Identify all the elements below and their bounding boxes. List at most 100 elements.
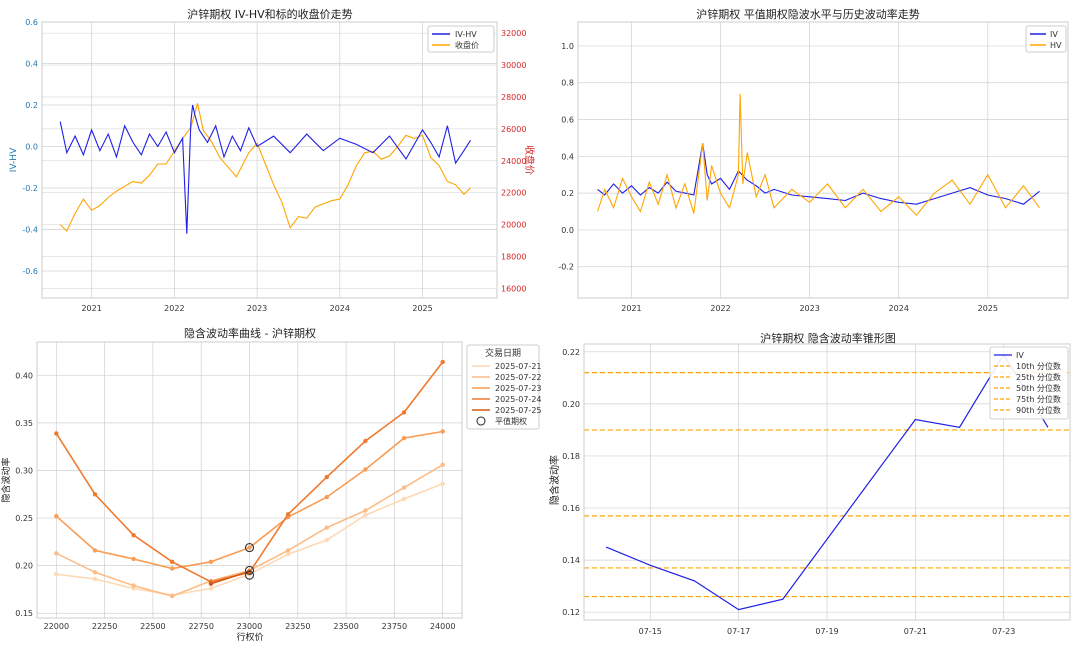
legend-label: 平值期权: [495, 416, 527, 426]
y-tick-label: 0.16: [562, 504, 580, 513]
y-tick-label: 0.6: [561, 116, 574, 125]
y-tick-label: 0.15: [15, 609, 33, 618]
y2-tick-label: 18000: [501, 253, 526, 262]
y-tick-label: 0.4: [561, 152, 574, 161]
chart1-y2label: 收盘价: [523, 145, 536, 175]
series-iv-line: [597, 143, 1040, 205]
series-line-2025-07-25: [210, 570, 250, 585]
chart-vol-smile: 隐含波动率曲线 - 沪锌期权 行权价 隐含波动率 22000 22250 22500…: [0, 326, 542, 643]
data-point: [170, 559, 175, 564]
y-tick-label: 0.35: [15, 419, 33, 428]
data-point: [285, 548, 291, 553]
data-point: [363, 513, 368, 518]
atm-marker: [244, 565, 255, 575]
legend-label: 75th 分位数: [1016, 394, 1061, 404]
legend-label: 25th 分位数: [1016, 372, 1061, 382]
chart3-xlabel: 行权价: [236, 631, 263, 643]
y-tick-label: 0.6: [25, 18, 38, 27]
data-point: [363, 438, 368, 444]
y-tick-label: 0.4: [25, 60, 38, 69]
y2-tick-label: 24000: [501, 157, 526, 166]
y-tick-label: 0.30: [15, 466, 33, 475]
x-tick-label: 07-21: [904, 627, 927, 636]
series-ivhv-line: [59, 104, 471, 234]
data-point: [131, 533, 136, 538]
legend-label: HV: [1050, 41, 1062, 50]
x-tick-label: 2023: [247, 304, 267, 313]
data-point: [401, 410, 407, 415]
data-point: [363, 508, 368, 513]
x-tick-label: 07-17: [727, 627, 750, 636]
y-tick-label: 0.2: [25, 101, 38, 110]
x-tick-label: 22500: [140, 622, 165, 631]
legend-label: 2025-07-21: [495, 362, 542, 371]
y-tick-label: -0.2: [558, 263, 574, 272]
data-point: [401, 485, 407, 490]
x-tick-label: 2024: [330, 304, 350, 313]
atm-marker: [244, 543, 255, 553]
y-tick-label: 0.25: [15, 514, 33, 523]
y-tick-label: 0.14: [562, 556, 580, 565]
chart-vol-cone: 沪锌期权 隐含波动率锥形图 隐含波动率 07-15 07-17 07-19 07-21…: [548, 331, 1071, 636]
legend-label: 2025-07-24: [495, 395, 542, 404]
y-tick-label: 0.22: [562, 348, 580, 357]
x-tick-label: 22000: [44, 622, 69, 631]
x-tick-label: 24000: [430, 622, 455, 631]
data-point: [440, 481, 445, 486]
x-tick-label: 2025: [978, 304, 998, 313]
y-tick-label: 0.2: [561, 189, 574, 198]
legend-label: 50th 分位数: [1016, 383, 1061, 393]
x-tick-label: 2023: [799, 304, 819, 313]
data-point: [170, 566, 175, 571]
chart2-legend: IV HV: [1025, 25, 1067, 53]
y2-tick-label: 28000: [501, 93, 526, 102]
chart3-title: 隐含波动率曲线 - 沪锌期权: [184, 326, 316, 340]
x-tick-label: 22750: [188, 622, 213, 631]
data-point: [208, 586, 214, 591]
legend-label: IV: [1016, 351, 1024, 360]
x-tick-label: 23000: [237, 622, 262, 631]
x-tick-label: 23500: [333, 622, 358, 631]
y-tick-label: 0.0: [561, 226, 574, 235]
x-tick-label: 07-15: [639, 627, 662, 636]
y2-tick-label: 22000: [501, 189, 526, 198]
data-point: [92, 570, 98, 575]
data-point: [208, 559, 214, 564]
chart-iv-hv: 沪锌期权 平值期权隐波水平与历史波动率走势 2021 2022 2023 2024 20…: [558, 7, 1069, 313]
chart3-legend: 交易日期 2025-07-21 2025-07-22 2025-07-23 2025-0…: [466, 344, 542, 430]
x-tick-label: 2022: [710, 304, 730, 313]
data-point: [440, 359, 445, 365]
chart4-title: 沪锌期权 隐含波动率锥形图: [760, 331, 896, 345]
chart3-ylabel: 隐含波动率: [0, 457, 12, 502]
data-point: [324, 474, 329, 480]
y-tick-label: -0.4: [22, 226, 38, 235]
data-point: [54, 514, 59, 519]
y2-tick-label: 30000: [501, 61, 526, 70]
x-tick-label: 2025: [412, 304, 432, 313]
y-tick-label: 0.20: [562, 400, 580, 409]
y-tick-label: 0.8: [561, 79, 574, 88]
data-point: [440, 462, 445, 467]
chart1-ylabel: IV-HV: [9, 147, 19, 172]
x-tick-label: 2021: [81, 304, 101, 313]
data-point: [54, 572, 59, 577]
y-tick-label: -0.6: [22, 267, 38, 276]
y2-tick-label: 20000: [501, 221, 526, 230]
data-point: [92, 548, 98, 553]
chart4-ylabel: 隐含波动率: [548, 455, 561, 505]
x-tick-label: 23750: [382, 622, 407, 631]
y-tick-label: 0.12: [562, 608, 580, 617]
legend-label: 10th 分位数: [1016, 361, 1061, 371]
data-point: [401, 496, 407, 502]
legend-label: 2025-07-22: [495, 373, 542, 382]
y-tick-label: 1.0: [561, 42, 574, 51]
series-close-price-line: [59, 103, 471, 232]
data-point: [208, 581, 214, 586]
data-point: [92, 576, 98, 582]
y-tick-label: 0.18: [562, 452, 580, 461]
legend-label: 2025-07-25: [495, 406, 542, 415]
data-point: [92, 492, 98, 497]
data-point: [285, 512, 291, 517]
